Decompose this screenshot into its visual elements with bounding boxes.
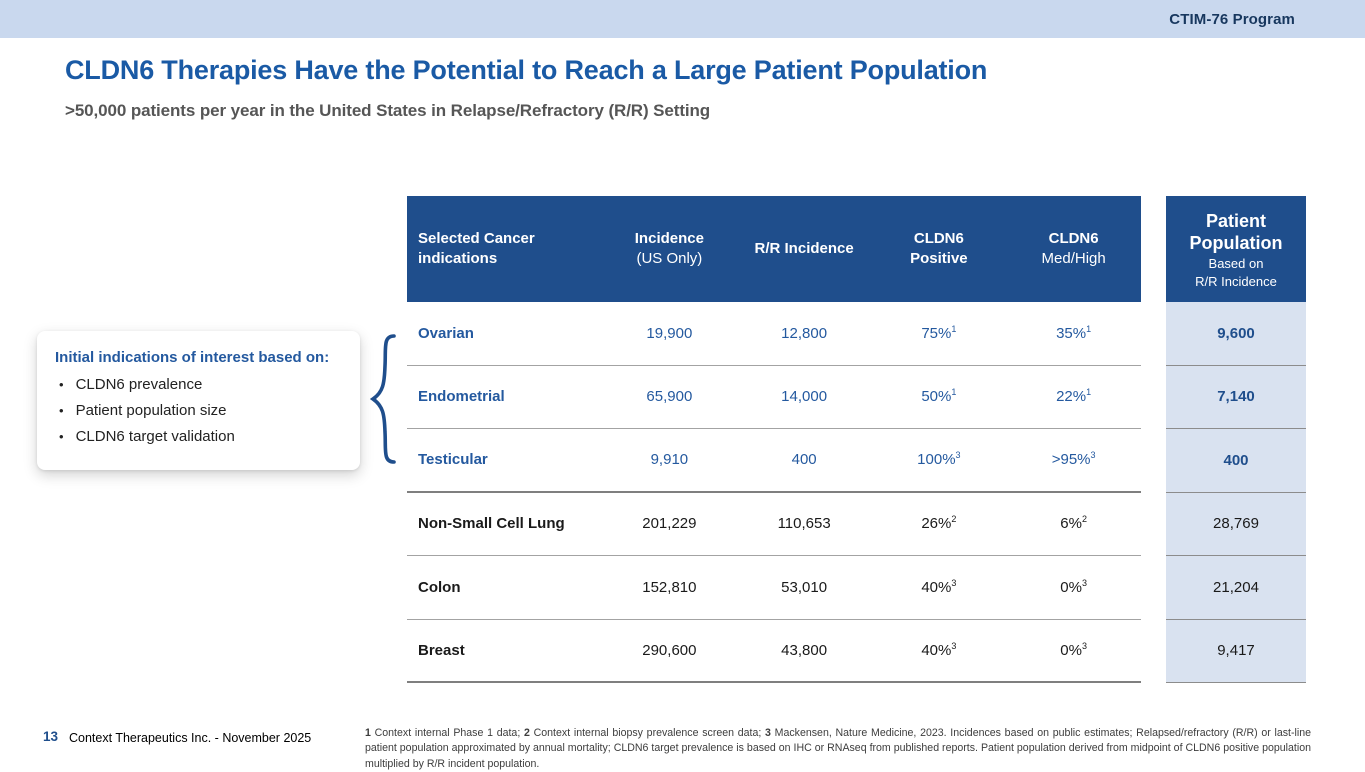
- patient-population-column: Patient Population Based on R/R Incidenc…: [1166, 196, 1306, 683]
- cldn6-positive-cell: 75%1: [921, 323, 957, 342]
- cldn6-positive-cell: 40%3: [921, 640, 957, 659]
- page-number: 13: [43, 729, 59, 744]
- incidence-cell: 201,229: [642, 515, 697, 533]
- cldn6-medhigh-cell: 35%1: [1056, 323, 1092, 342]
- program-label: CTIM-76 Program: [1169, 10, 1295, 28]
- col-header-cldn6-positive: CLDN6 Positive: [910, 229, 968, 267]
- patient-population-body: 9,600 7,140 400 28,769 21,204 9,417: [1166, 302, 1306, 683]
- cldn6-positive-cell: 100%3: [917, 450, 961, 469]
- top-program-bar: CTIM-76 Program: [0, 0, 1365, 38]
- initial-indications-callout: Initial indications of interest based on…: [37, 331, 360, 470]
- curly-brace-icon: [369, 334, 396, 464]
- indication-cell: Testicular: [418, 451, 488, 469]
- cldn6-positive-cell: 26%2: [921, 514, 957, 533]
- incidence-cell: 152,810: [642, 578, 697, 596]
- indication-cell: Non-Small Cell Lung: [418, 515, 565, 533]
- table-row: Colon 152,810 53,010 40%3 0%3: [407, 556, 1141, 620]
- table-row: Endometrial 65,900 14,000 50%1 22%1: [407, 366, 1141, 429]
- rr-incidence-cell: 12,800: [781, 324, 828, 342]
- page-title: CLDN6 Therapies Have the Potential to Re…: [65, 55, 988, 85]
- patient-population-header: Patient Population Based on R/R Incidenc…: [1166, 196, 1306, 302]
- page-subtitle: >50,000 patients per year in the United …: [65, 101, 711, 120]
- cldn6-medhigh-cell: 6%2: [1060, 514, 1087, 533]
- rr-incidence-cell: 43,800: [781, 641, 828, 659]
- callout-bullet-label: Patient population size: [75, 402, 227, 419]
- incidence-cell: 65,900: [646, 388, 693, 406]
- incidence-cell: 290,600: [642, 641, 697, 659]
- cldn6-medhigh-cell: >95%3: [1051, 450, 1096, 469]
- incidence-cell: 19,900: [646, 324, 693, 342]
- incidence-cell: 9,910: [650, 451, 689, 469]
- bullet-icon: •: [59, 377, 64, 392]
- cldn6-medhigh-cell: 22%1: [1056, 387, 1092, 406]
- callout-bullet-label: CLDN6 prevalence: [75, 376, 203, 393]
- callout-bullet-2: • Patient population size: [55, 402, 346, 419]
- table-row: Non-Small Cell Lung 201,229 110,653 26%2…: [407, 493, 1141, 556]
- indication-cell: Ovarian: [418, 324, 474, 342]
- cldn6-medhigh-cell: 0%3: [1060, 640, 1087, 659]
- table-header-row: Selected Cancer indications Incidence (U…: [407, 196, 1141, 302]
- patient-population-cell: 21,204: [1166, 556, 1306, 620]
- cldn6-positive-cell: 50%1: [921, 387, 957, 406]
- rr-incidence-cell: 53,010: [781, 578, 828, 596]
- indication-cell: Breast: [418, 641, 465, 659]
- bullet-icon: •: [59, 429, 64, 444]
- cancer-indications-table: Selected Cancer indications Incidence (U…: [407, 196, 1141, 683]
- callout-bullet-1: • CLDN6 prevalence: [55, 376, 346, 393]
- table-row: Testicular 9,910 400 100%3 >95%3: [407, 429, 1141, 493]
- rr-incidence-cell: 110,653: [777, 515, 831, 533]
- patient-population-cell: 9,417: [1166, 619, 1306, 683]
- company-footer: Context Therapeutics Inc. - November 202…: [69, 731, 312, 745]
- col-header-cldn6-medhigh: CLDN6 Med/High: [1041, 229, 1106, 267]
- callout-bullet-label: CLDN6 target validation: [75, 428, 235, 445]
- patient-population-cell: 9,600: [1166, 302, 1306, 366]
- table-body: Ovarian 19,900 12,800 75%1 35%1 Endometr…: [407, 302, 1141, 683]
- bullet-icon: •: [59, 403, 64, 418]
- col-header-rr-incidence: R/R Incidence: [754, 239, 854, 257]
- callout-title: Initial indications of interest based on…: [55, 349, 330, 366]
- col-header-incidence: Incidence (US Only): [634, 229, 704, 267]
- rr-incidence-cell: 400: [791, 451, 817, 469]
- footnote: 1 Context internal Phase 1 data; 2 Conte…: [365, 727, 1312, 770]
- cldn6-medhigh-cell: 0%3: [1060, 577, 1087, 596]
- table-row: Ovarian 19,900 12,800 75%1 35%1: [407, 302, 1141, 366]
- patient-population-cell: 28,769: [1166, 492, 1306, 556]
- rr-incidence-cell: 14,000: [781, 388, 828, 406]
- indication-cell: Endometrial: [418, 388, 505, 406]
- patient-population-cell: 7,140: [1166, 365, 1306, 429]
- patient-population-cell: 400: [1166, 429, 1306, 493]
- indication-cell: Colon: [418, 578, 461, 596]
- callout-bullet-3: • CLDN6 target validation: [55, 428, 346, 445]
- cldn6-positive-cell: 40%3: [921, 577, 957, 596]
- table-row: Breast 290,600 43,800 40%3 0%3: [407, 620, 1141, 683]
- col-header-indications: Selected Cancer indications: [418, 229, 535, 267]
